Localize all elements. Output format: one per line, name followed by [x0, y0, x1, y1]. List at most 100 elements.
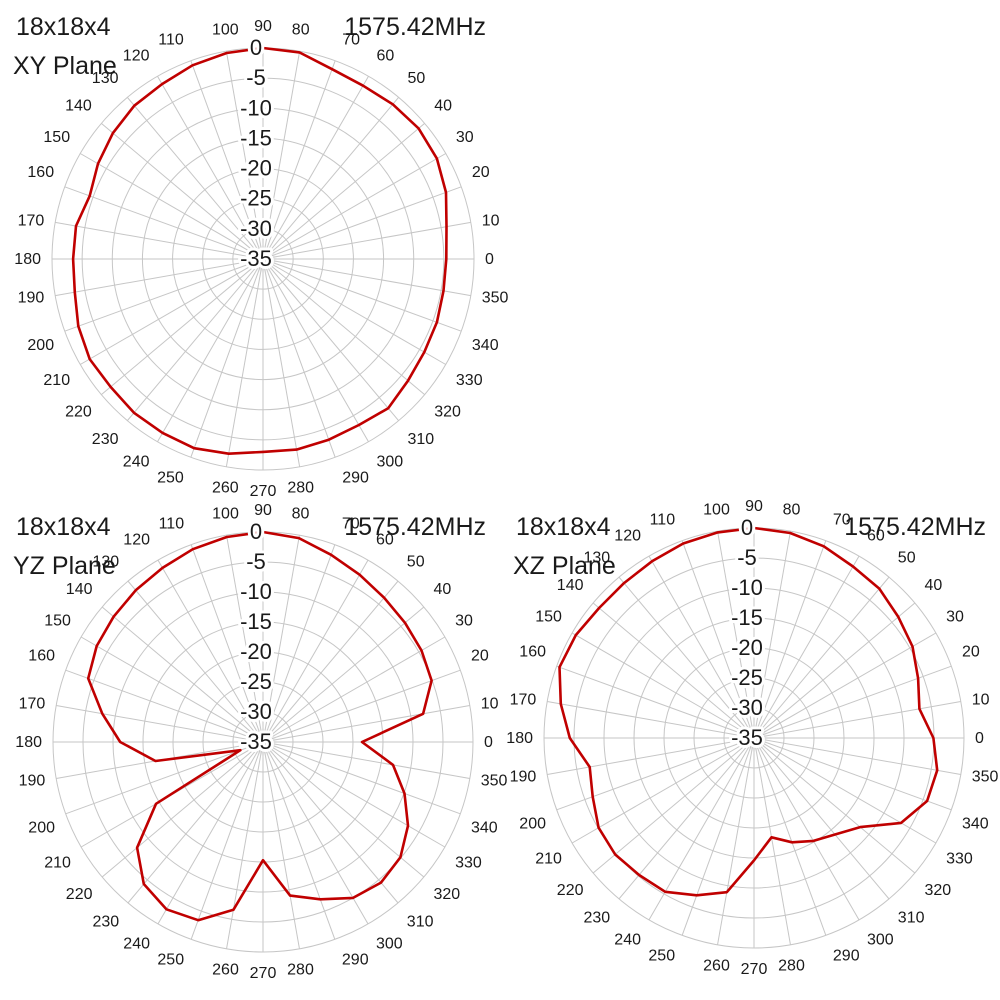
grid-spoke: [753, 531, 791, 739]
grid-spoke: [262, 741, 425, 878]
angle-tick-label: 160: [28, 647, 55, 664]
grid-spoke: [262, 741, 461, 815]
grid-spoke: [753, 737, 961, 775]
angle-tick-label: 80: [292, 505, 310, 522]
angle-tick-label: 190: [18, 290, 45, 307]
chart-yz-plane: 18x18x4 YZ Plane 1575.42MHz 0 10 20 30 40 50 6…: [0, 500, 507, 1000]
angle-tick-label: 30: [456, 129, 474, 146]
radial-tick-label: -25: [240, 186, 272, 211]
angle-tick-label: 60: [867, 528, 885, 545]
grid-spoke: [262, 153, 446, 260]
angle-tick-label: 310: [408, 431, 435, 448]
grid-spoke: [592, 602, 755, 739]
angle-tick-label: 180: [506, 730, 533, 747]
grid-spoke: [157, 76, 264, 260]
angle-tick-label: 0: [975, 730, 984, 747]
angle-tick-label: 180: [14, 251, 41, 268]
radial-tick-label: -5: [246, 65, 266, 90]
angle-tick-label: 260: [212, 962, 239, 979]
angle-tick-label: 300: [867, 931, 894, 948]
angle-tick-label: 90: [254, 18, 272, 35]
angle-tick-label: 70: [833, 511, 851, 528]
radial-tick-label: 0: [741, 515, 753, 540]
grid-spoke: [80, 636, 264, 743]
grid-spoke: [101, 122, 264, 260]
chart-frequency-label: 1575.42MHz: [344, 13, 486, 41]
grid-spoke: [157, 741, 264, 925]
grid-spoke: [262, 544, 336, 743]
grid-spoke: [262, 186, 462, 260]
radial-tick-label: -35: [240, 729, 272, 754]
grid-spoke: [262, 741, 369, 925]
angle-tick-label: 130: [92, 70, 119, 87]
radial-tick-label: -30: [240, 699, 272, 724]
angle-tick-label: 350: [972, 768, 999, 785]
grid-spoke: [753, 737, 937, 844]
grid-spoke: [225, 258, 264, 467]
angle-tick-label: 130: [92, 554, 119, 571]
grid-spoke: [65, 741, 264, 815]
angle-tick-label: 110: [650, 511, 676, 528]
angle-tick-label: 10: [481, 696, 499, 713]
angle-tick-label: 290: [342, 470, 369, 487]
grid-spoke: [753, 576, 890, 739]
angle-tick-label: 320: [434, 886, 461, 903]
radial-tick-label: -10: [240, 95, 272, 120]
angle-tick-label: 190: [510, 768, 537, 785]
chart-frequency-label: 1575.42MHz: [344, 513, 486, 541]
grid-spoke: [226, 741, 264, 949]
grid-spoke: [618, 576, 755, 739]
grid-spoke: [126, 97, 264, 260]
angle-tick-label: 270: [250, 965, 277, 982]
angle-tick-label: 40: [434, 97, 452, 114]
angle-tick-label: 300: [377, 453, 404, 470]
angle-tick-label: 50: [407, 554, 425, 571]
grid-spoke: [262, 636, 446, 743]
grid-spoke: [190, 60, 264, 260]
grid-spoke: [262, 76, 369, 260]
grid-spoke: [753, 632, 937, 739]
angle-tick-label: 80: [783, 501, 801, 518]
grid-spoke: [262, 122, 425, 260]
angle-tick-label: 330: [455, 855, 482, 872]
radial-tick-label: 0: [250, 35, 262, 60]
chart-plane-label: XY Plane: [13, 52, 117, 80]
grid-spoke: [262, 741, 470, 779]
angle-tick-label: 220: [65, 404, 92, 421]
angle-tick-label: 250: [157, 470, 184, 487]
angle-tick-label: 120: [123, 48, 150, 65]
grid-spoke: [262, 60, 336, 260]
angle-tick-label: 50: [408, 70, 426, 87]
angle-tick-label: 90: [254, 502, 272, 519]
angle-tick-label: 340: [472, 337, 499, 354]
angle-tick-label: 0: [484, 734, 493, 751]
grid-spoke: [262, 580, 399, 743]
grid-spoke: [262, 258, 400, 421]
chart-xz-plane: 18x18x4 XZ Plane 1575.42MHz 0 10 20 30 40 50 6…: [500, 498, 1000, 1000]
angle-tick-label: 350: [482, 290, 509, 307]
radial-tick-label: -15: [240, 609, 272, 634]
angle-tick-label: 0: [485, 251, 494, 268]
radial-tick-label: -30: [240, 216, 272, 241]
angle-tick-label: 230: [583, 909, 610, 926]
angle-tick-label: 40: [434, 581, 452, 598]
grid-spoke: [753, 555, 860, 739]
radial-tick-label: -5: [737, 545, 757, 570]
chart-xy-plane: 18x18x4 XY Plane 1575.42MHz 0 10 20 30 40 50 6…: [0, 0, 508, 500]
angle-tick-label: 340: [962, 816, 989, 833]
radial-tick-label: -15: [240, 125, 272, 150]
center-smudge: [247, 726, 279, 758]
angle-tick-label: 150: [43, 129, 70, 146]
grid-spoke: [681, 737, 755, 936]
grid-spoke: [262, 741, 399, 904]
radial-tick-label: -35: [731, 725, 763, 750]
grid-spoke: [262, 258, 446, 365]
radial-tick-label: -25: [731, 665, 763, 690]
angle-tick-label: 250: [648, 948, 675, 965]
grid-spoke: [753, 737, 827, 936]
grid-spoke: [753, 540, 827, 739]
angle-tick-label: 320: [434, 404, 461, 421]
grid-spoke: [262, 741, 336, 940]
grid-spoke: [55, 221, 264, 260]
